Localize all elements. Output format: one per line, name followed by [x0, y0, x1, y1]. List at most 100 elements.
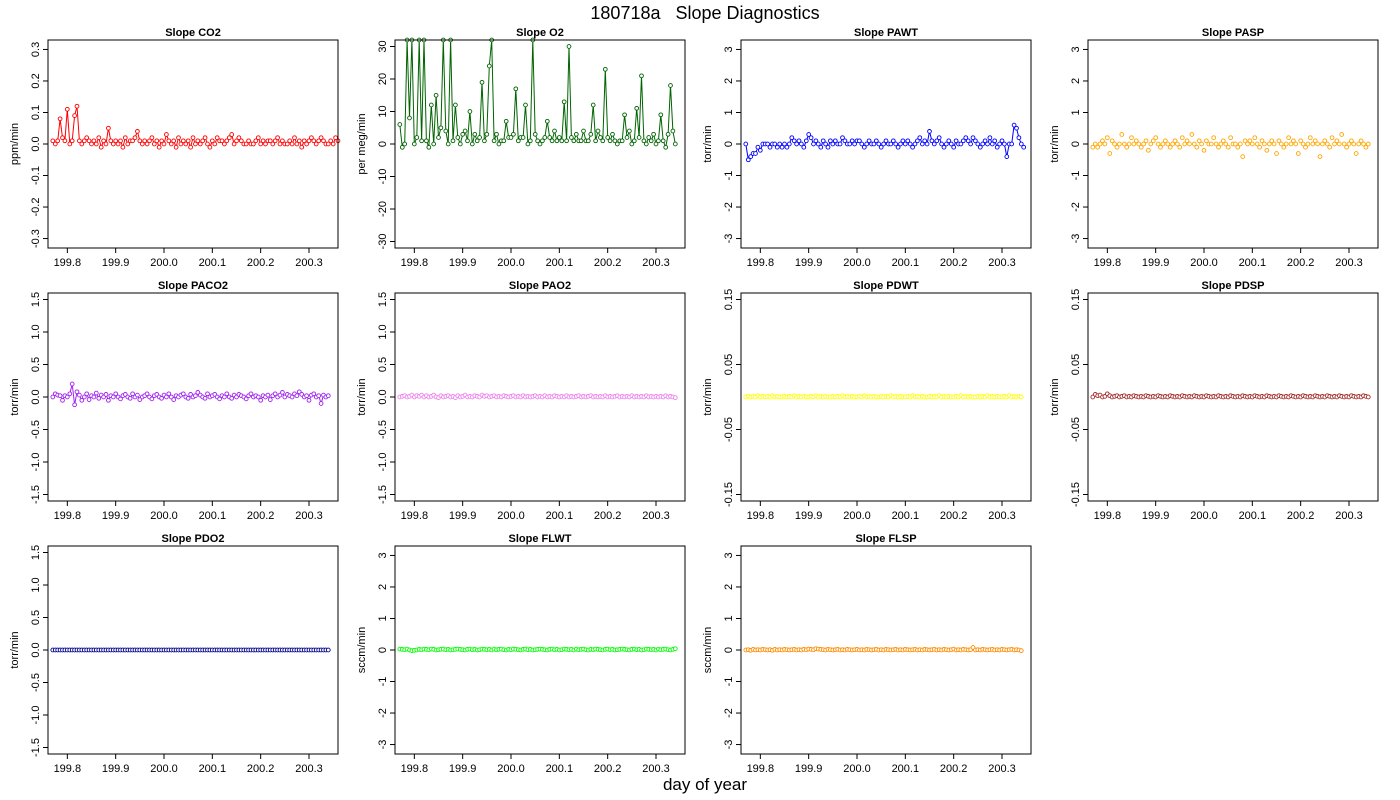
data-point [292, 135, 297, 141]
panel-title: Slope PAWT [854, 27, 918, 39]
data-point [1158, 144, 1163, 150]
data-point [1104, 135, 1110, 141]
data-point [86, 397, 92, 402]
data-point [299, 144, 305, 150]
data-point [946, 138, 952, 144]
data-point [508, 135, 514, 140]
data-point [491, 138, 497, 144]
data-point [796, 138, 802, 144]
y-axis-label: torr/min [1049, 125, 1061, 162]
y-tick-label: -1.0 [30, 706, 42, 725]
data-point [1018, 394, 1024, 400]
data-point [590, 102, 596, 108]
data-point [1112, 141, 1117, 147]
y-tick-label: -2 [723, 202, 735, 212]
data-point [663, 144, 669, 150]
data-point [791, 138, 797, 144]
data-point [231, 141, 237, 147]
y-tick-label: 0.1 [30, 105, 42, 120]
data-point [1175, 141, 1180, 147]
x-tick-label: 199.9 [795, 510, 823, 522]
x-tick-label: 199.8 [1094, 257, 1122, 269]
data-point [219, 138, 225, 144]
data-point [970, 135, 976, 141]
data-point [777, 141, 783, 147]
data-point [600, 138, 606, 144]
data-point [195, 138, 201, 144]
data-point [1182, 141, 1188, 147]
data-point [607, 138, 613, 144]
data-point [222, 141, 227, 147]
data-point [1322, 138, 1328, 144]
data-point [571, 138, 577, 144]
data-point [222, 394, 227, 400]
data-point [811, 141, 816, 147]
data-point [482, 138, 487, 144]
panel-title: Slope PDWT [853, 280, 919, 292]
x-tick-label: 200.3 [642, 763, 670, 775]
data-point [823, 141, 828, 147]
data-point [1117, 141, 1122, 147]
x-tick-label: 200.3 [988, 510, 1016, 522]
data-point [1092, 141, 1098, 147]
data-point [919, 141, 925, 147]
data-point [127, 395, 133, 401]
panel-slope-pdo2: Slope PDO2 torr/min 199.8 199.9 200.0 200.1 20… [9, 533, 339, 775]
y-tick-label: 30 [377, 40, 389, 52]
data-point [50, 394, 56, 400]
data-point [832, 138, 838, 144]
data-point [289, 141, 295, 147]
x-tick-label: 200.2 [940, 257, 968, 269]
y-tick-label: 0.5 [30, 610, 42, 625]
data-point [847, 141, 853, 147]
x-tick-label: 200.0 [150, 763, 178, 775]
y-tick-label: 2 [377, 584, 389, 590]
data-point [1196, 138, 1202, 144]
data-point [161, 141, 167, 147]
x-tick-label: 199.9 [102, 763, 130, 775]
panel-slope-pdsp: Slope PDSP torr/min 199.8 199.9 200.0 200.1 20… [1049, 280, 1379, 522]
data-point [585, 138, 591, 144]
data-point [81, 138, 87, 144]
data-point [977, 144, 983, 150]
data-point [1269, 138, 1275, 144]
y-tick-label: -2 [1070, 202, 1082, 212]
data-point [178, 141, 184, 147]
data-point [520, 135, 526, 140]
data-point [975, 141, 981, 147]
data-point [130, 138, 135, 144]
data-point [79, 141, 85, 147]
data-point [64, 106, 70, 112]
data-point [1257, 144, 1262, 150]
data-point [1191, 141, 1197, 147]
data-point [958, 141, 964, 147]
x-tick-label: 200.0 [843, 257, 871, 269]
x-tick-label: 199.8 [747, 257, 775, 269]
x-tick-label: 199.8 [54, 510, 82, 522]
data-point [57, 393, 63, 399]
y-axis-label: per meg/min [356, 113, 368, 174]
plot-frame [740, 545, 1032, 755]
y-tick-label: 1.5 [377, 292, 389, 307]
data-point [414, 135, 420, 140]
data-point [513, 86, 519, 92]
x-tick-label: 200.1 [1239, 510, 1267, 522]
y-tick-label: 1 [1070, 109, 1082, 115]
data-point [840, 135, 845, 141]
data-point [1172, 138, 1178, 144]
data-point [1283, 141, 1289, 147]
data-point [987, 135, 993, 141]
data-point [243, 396, 249, 402]
x-tick-label: 199.8 [401, 763, 429, 775]
y-tick-label: -1 [377, 677, 389, 687]
data-point [246, 138, 251, 144]
data-point [1136, 141, 1142, 147]
data-point [1310, 141, 1316, 147]
x-tick-label: 199.9 [1142, 510, 1170, 522]
x-tick-label: 199.9 [449, 257, 477, 269]
data-point [924, 141, 930, 147]
data-point [1095, 144, 1101, 150]
data-point [1165, 141, 1171, 147]
